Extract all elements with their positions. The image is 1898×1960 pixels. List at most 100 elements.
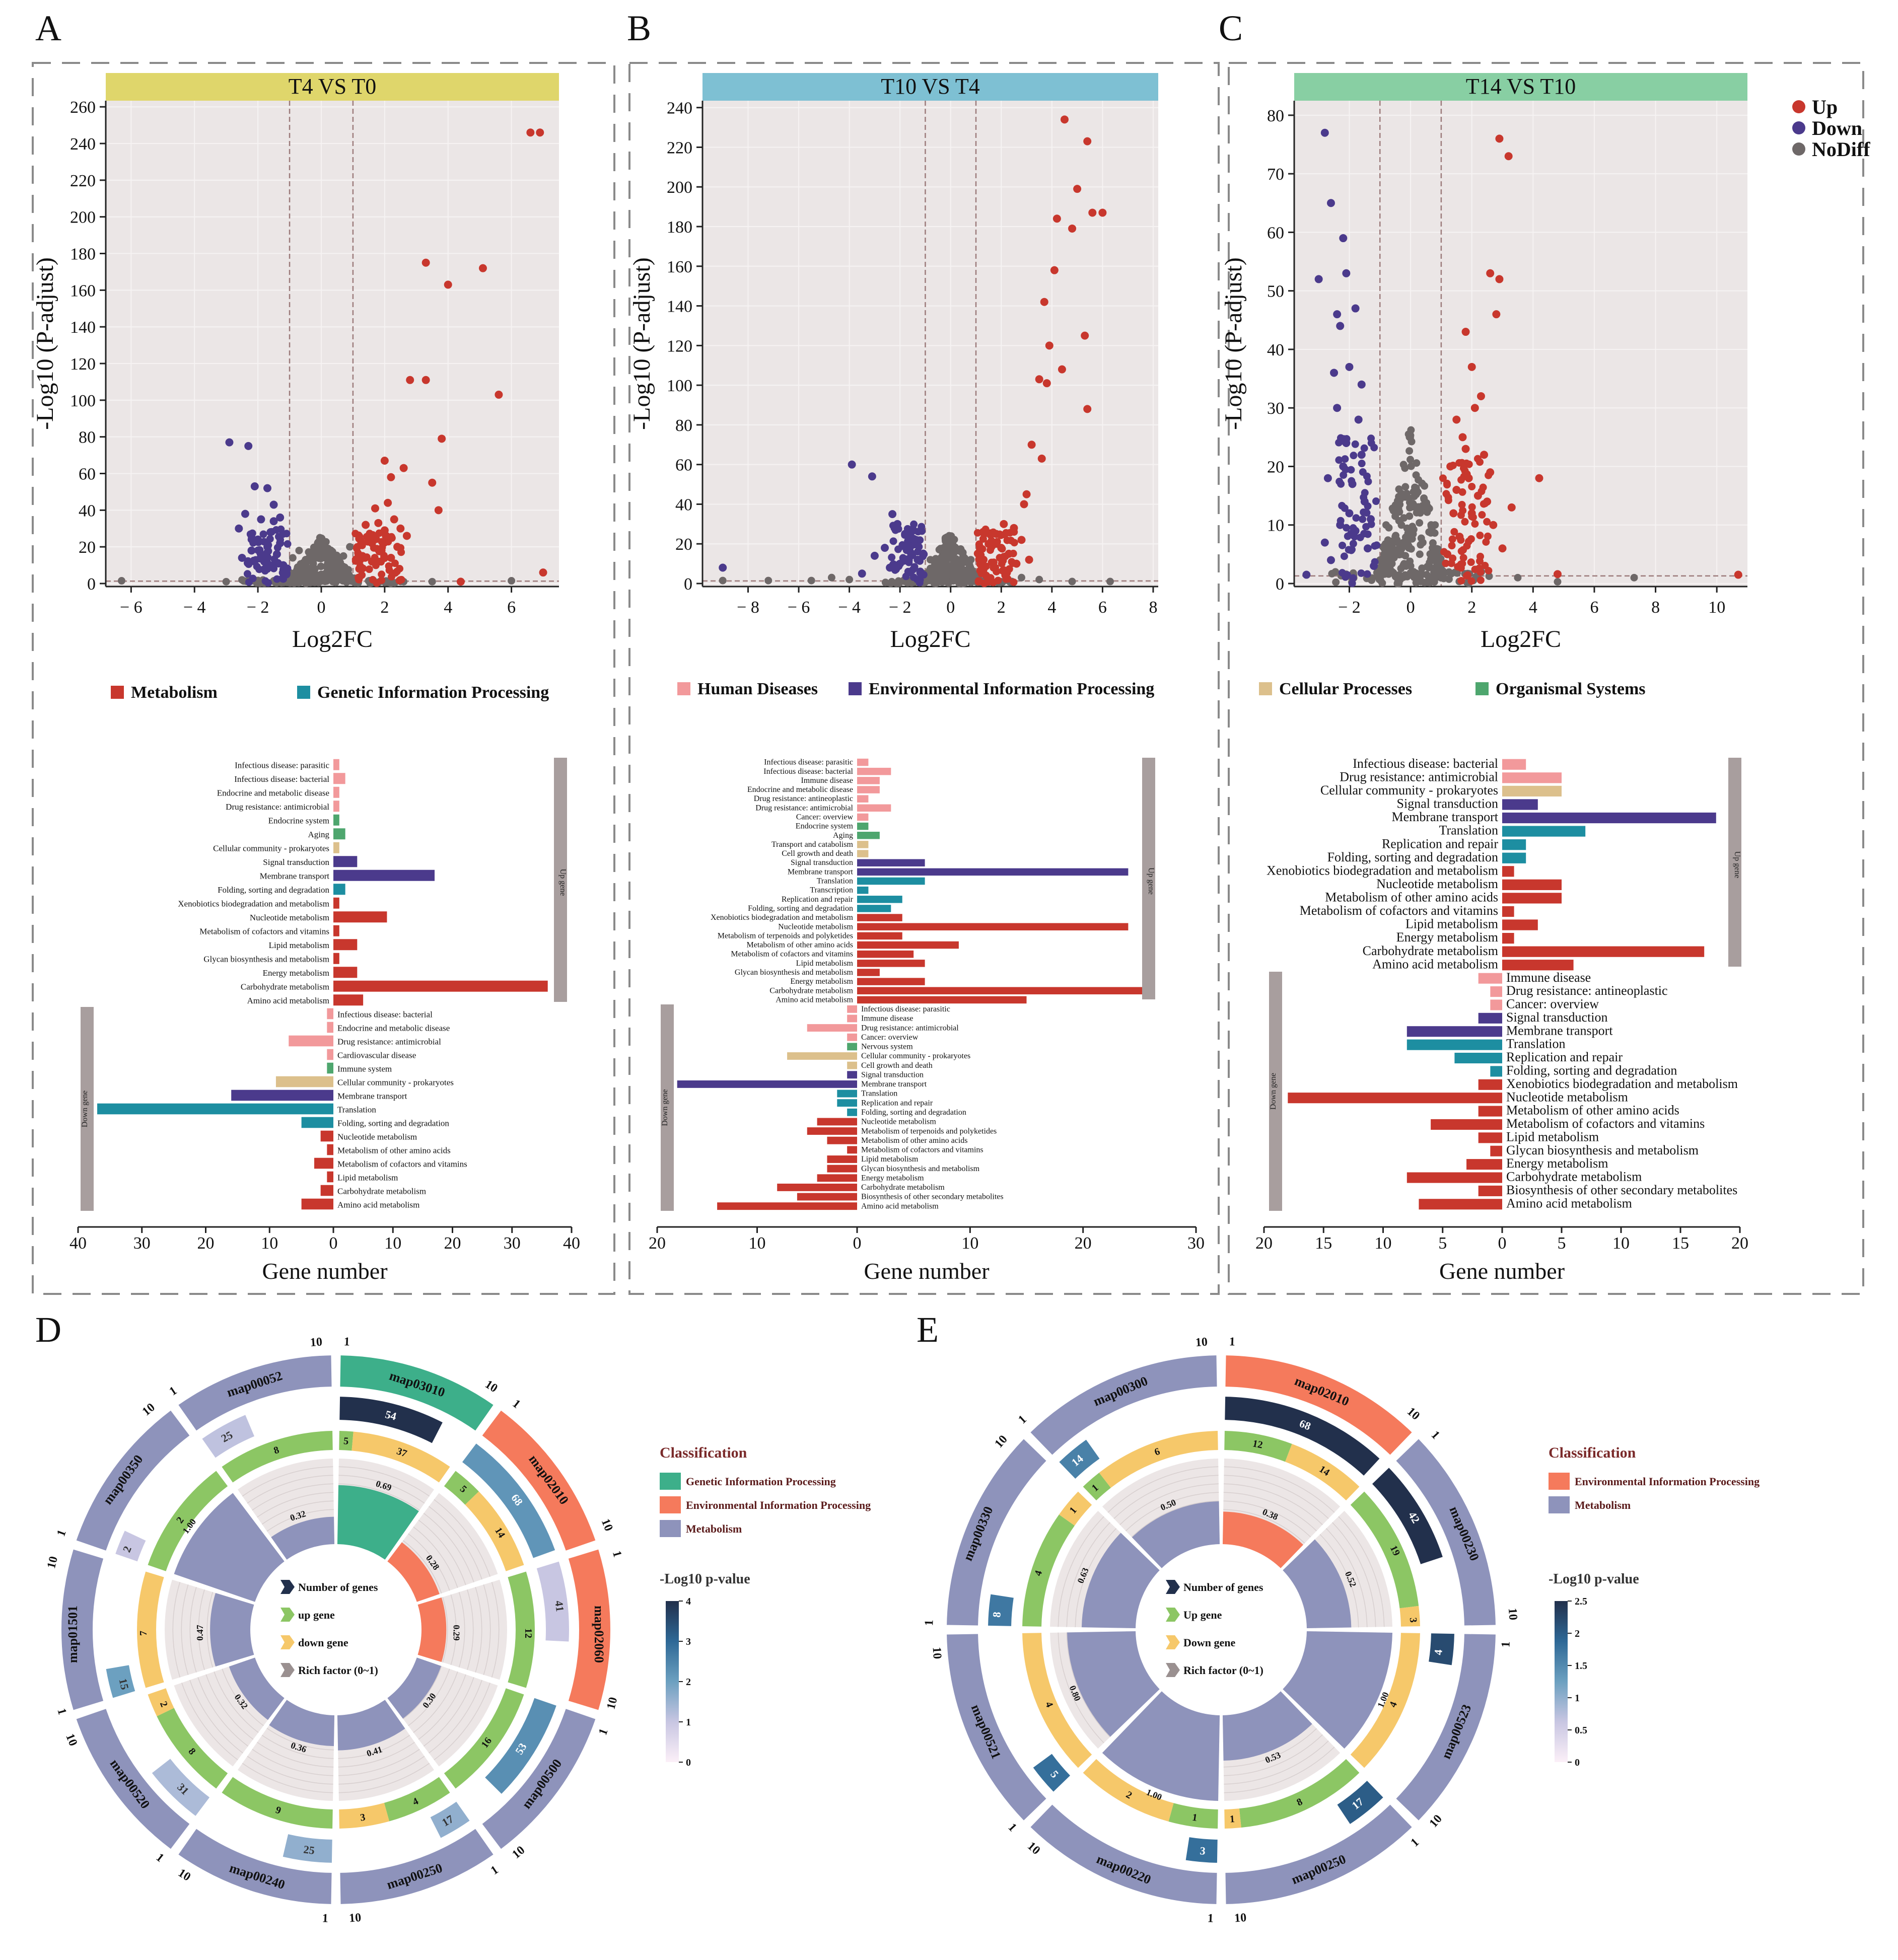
bar-label: Cancer: overview — [796, 813, 854, 822]
inner-legend-label: Rich factor (0~1) — [1183, 1664, 1263, 1677]
x-tick-label: − 6 — [788, 598, 810, 617]
down-point — [1355, 415, 1363, 423]
down-point — [920, 550, 928, 558]
down-bar — [807, 1127, 857, 1135]
classification-label: Environmental Information Processing — [686, 1499, 871, 1511]
down-bar — [1490, 1146, 1502, 1156]
nodiff-point — [882, 578, 889, 586]
figure-canvas: A B CD ET4 VS T0020406080100120140160180200… — [0, 0, 1898, 1960]
up-point — [1083, 137, 1091, 146]
down-bar — [327, 1063, 333, 1074]
nodiff-point — [1421, 482, 1428, 490]
bar-label: Metabolism of cofactors and vitamins — [337, 1159, 467, 1169]
up-point — [1554, 570, 1562, 578]
down-point — [1339, 234, 1347, 242]
down-point — [273, 575, 280, 583]
colorbar-tick-label: 2 — [686, 1677, 691, 1688]
nodiff-point — [964, 566, 971, 573]
down-point — [1358, 381, 1366, 389]
down-point — [253, 563, 261, 570]
up-bar — [333, 773, 345, 784]
x-tick-label: 40 — [69, 1234, 87, 1253]
bar-label: Amino acid metabolism — [776, 995, 853, 1004]
up-point — [378, 546, 386, 554]
down-bar — [777, 1184, 857, 1191]
inner-legend-label: up gene — [298, 1609, 335, 1621]
colorbar-tick-label: 1 — [1575, 1693, 1580, 1704]
down-gene-label: Down gene — [1269, 1073, 1278, 1110]
up-bar — [1502, 933, 1514, 943]
nodiff-point — [1018, 574, 1025, 582]
bar-label: Replication and repair — [782, 895, 854, 904]
y-tick-label: 180 — [70, 245, 96, 264]
down-bar — [827, 1155, 857, 1163]
down-point — [1333, 404, 1341, 412]
down-point — [1364, 478, 1372, 485]
up-point — [381, 526, 389, 534]
down-point — [244, 442, 252, 450]
nodiff-point — [1426, 505, 1433, 513]
down-point — [260, 530, 267, 538]
bar-label: Metabolism of cofactors and vitamins — [861, 1146, 983, 1154]
nodiff-point — [1395, 571, 1403, 578]
bar-label: Immune disease — [861, 1014, 913, 1023]
up-point — [1449, 509, 1457, 517]
bar-label: Aging — [833, 831, 853, 840]
down-bar — [1419, 1199, 1502, 1209]
x-tick-label: 5 — [1558, 1234, 1566, 1253]
bar-label: Energy metabolism — [861, 1174, 924, 1182]
nodiff-point — [943, 544, 951, 552]
nodiff-point — [289, 554, 297, 562]
bar-label: Cellular community - prokaryotes — [1320, 783, 1498, 797]
up-point — [1002, 529, 1010, 537]
colorbar-tick-label: 1 — [686, 1717, 691, 1728]
sector-ring — [340, 1829, 493, 1904]
down-bar — [847, 1034, 857, 1041]
bar-label: Drug resistance: antimicrobial — [337, 1037, 441, 1046]
bar-label: Endocrine system — [796, 822, 854, 831]
circos-d: map03010110545370.69 map02010110685140.28… — [45, 1335, 871, 1925]
up-point — [1492, 310, 1500, 318]
x-axis-label: Gene number — [1439, 1258, 1565, 1284]
x-tick-label: 10 — [1375, 1234, 1392, 1253]
down-point — [719, 563, 727, 571]
up-point — [526, 128, 534, 136]
up-point — [1458, 501, 1466, 509]
inner-legend-label: Rich factor (0~1) — [298, 1664, 378, 1677]
down-point — [1359, 516, 1366, 523]
up-point — [1474, 492, 1482, 500]
up-point — [380, 554, 388, 561]
bar-label: Infectious disease: parasitic — [235, 761, 329, 770]
up-point — [422, 376, 430, 384]
up-point — [1068, 225, 1076, 233]
down-point — [276, 514, 284, 522]
down-bar — [847, 1062, 857, 1069]
up-point — [1457, 512, 1465, 519]
nodiff-point — [949, 574, 957, 582]
bar-label: Endocrine and metabolic disease — [747, 785, 853, 794]
bar-label: Biosynthesis of other secondary metaboli… — [861, 1193, 1004, 1201]
x-tick-label: 6 — [1590, 598, 1598, 617]
classification-label: Metabolism — [686, 1522, 742, 1535]
volcano-plot-b: T10 VS T40204060801001201401601802002202… — [628, 73, 1158, 652]
x-tick-label: 10 — [749, 1234, 766, 1253]
bar-label: Nucleotide metabolism — [861, 1118, 936, 1126]
up-bar — [333, 870, 435, 881]
x-tick-label: 20 — [1731, 1234, 1748, 1253]
up-point — [1011, 539, 1018, 546]
bar-label: Amino acid metabolism — [337, 1200, 419, 1209]
nodiff-point — [808, 577, 815, 585]
down-bar — [327, 1172, 333, 1183]
down-point — [1361, 445, 1368, 452]
up-point — [990, 563, 998, 571]
bar-label: Transport and catabolism — [771, 840, 854, 849]
x-tick-label: 2 — [1467, 598, 1476, 617]
up-point — [1443, 550, 1451, 558]
scale-tick: 1 — [1429, 1428, 1442, 1441]
bar-label: Signal transduction — [1506, 1010, 1607, 1025]
bar-label: Xenobiotics biodegradation and metabolis… — [1506, 1076, 1738, 1091]
bar-label: Infectious disease: parasitic — [764, 758, 853, 767]
down-point — [1341, 552, 1348, 560]
nodiff-point — [1401, 483, 1409, 490]
up-bar — [333, 759, 339, 770]
